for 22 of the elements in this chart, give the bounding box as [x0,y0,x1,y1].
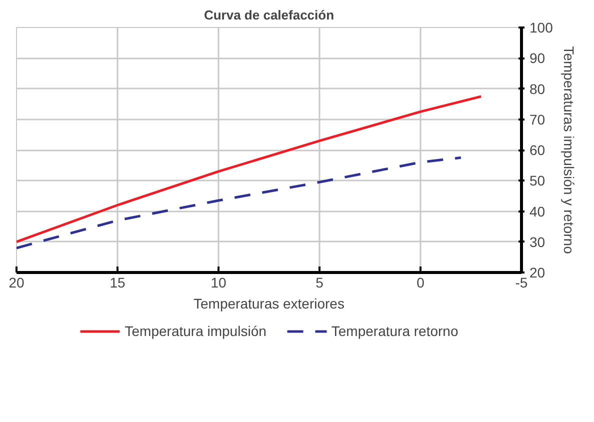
x-tick-label: 10 [210,274,226,290]
y-tick-label: 80 [530,80,546,97]
y-tick-label: 50 [530,172,546,189]
x-tick-label: 15 [110,274,126,290]
line-series [16,95,482,244]
y-tick-label: 30 [530,234,546,250]
legend-label: Temperatura retorno [331,323,458,339]
y-tick-label: 60 [530,142,546,158]
chart-title: Curva de calefacción [204,8,334,22]
legend-label: Temperatura impulsión [124,323,266,339]
x-tick-label: 20 [8,274,24,290]
y-tick-label: 100 [530,20,554,36]
line-series [16,156,462,250]
y-tick-label: 40 [530,203,546,220]
x-tick-label: 0 [416,274,425,290]
y-axis-title: Temperaturas impulsión y retorno [560,46,577,254]
y-tick-label: 70 [530,111,546,128]
y-tick-label: 20 [530,264,546,280]
x-tick-label: 5 [316,274,324,290]
x-tick-label: -5 [515,274,528,290]
x-axis-title: Temperaturas exteriores [194,296,344,312]
y-tick-label: 90 [530,50,546,66]
